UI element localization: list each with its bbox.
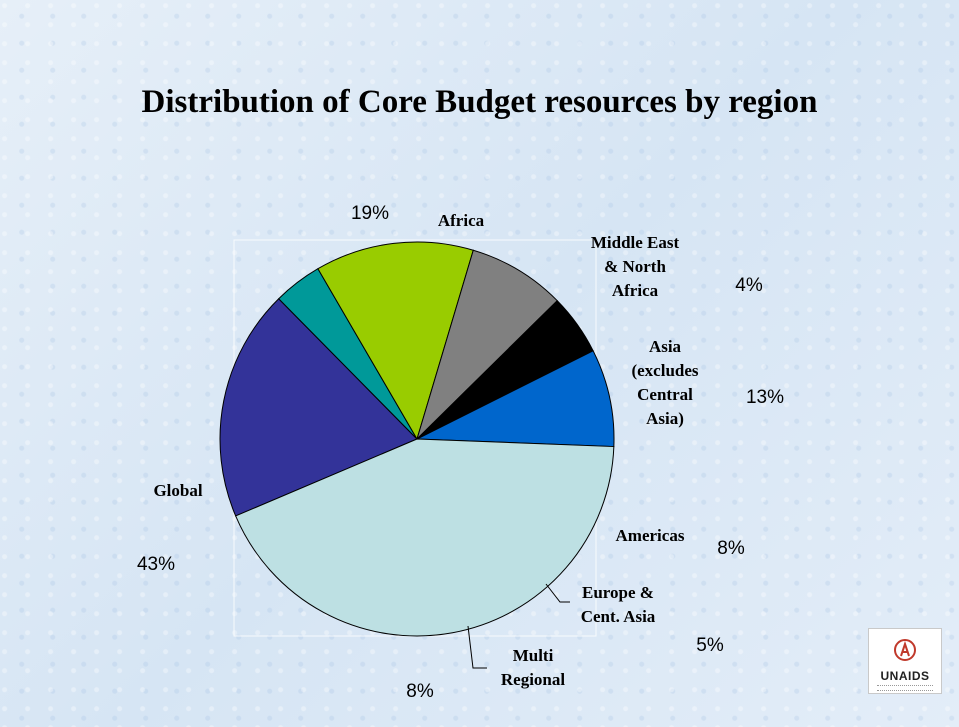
- slice-percent-multi-regional: 8%: [406, 681, 434, 702]
- pie-slice-global: [235, 438, 615, 637]
- logo-text: UNAIDS: [880, 669, 930, 683]
- slice-labels: Africa 19% Middle East & North Africa 4% Asia(…: [137, 203, 784, 702]
- slice-label-africa: Africa: [438, 211, 485, 230]
- slice-label-americas: Americas: [616, 526, 685, 545]
- slice-percent-americas: 8%: [717, 538, 745, 559]
- pie-slice-africa: [219, 298, 418, 517]
- logo-subtext-lines: [877, 685, 933, 691]
- slice-percent-global: 43%: [137, 554, 175, 575]
- leader-line-europe-cent-asia: [545, 583, 570, 603]
- pie-slice-asia-excludes-central-asia: [317, 241, 474, 441]
- slice-percent-europe-cent-asia: 5%: [696, 635, 724, 656]
- slice-label-europe-cent-asia: Europe & Cent. Asia: [581, 583, 656, 626]
- slice-label-asia-excludes-central-asia: Asia (excludes Central Asia): [631, 337, 698, 428]
- slice-percent-africa: 19%: [351, 203, 389, 224]
- slice-label-multi-regional: Multi Regional: [501, 646, 566, 689]
- leader-lines: [467, 583, 570, 669]
- slice-label-middle-east-north-africa: Middle East & North Africa: [591, 233, 680, 300]
- slice-percent-asia-excludes-central-asia: 13%: [746, 387, 784, 408]
- pie-slices: [219, 241, 615, 637]
- leader-line-multi-regional: [467, 625, 487, 669]
- slice-label-global: Global: [153, 481, 202, 500]
- unaids-logo: UNAIDS: [868, 628, 942, 694]
- slice-percent-middle-east-north-africa: 4%: [735, 275, 763, 296]
- slide-title: Distribution of Core Budget resources by…: [141, 84, 818, 120]
- unaids-emblem-icon: [894, 639, 916, 661]
- pie-slice-multi-regional: [416, 350, 615, 448]
- pie-slice-americas: [416, 249, 558, 440]
